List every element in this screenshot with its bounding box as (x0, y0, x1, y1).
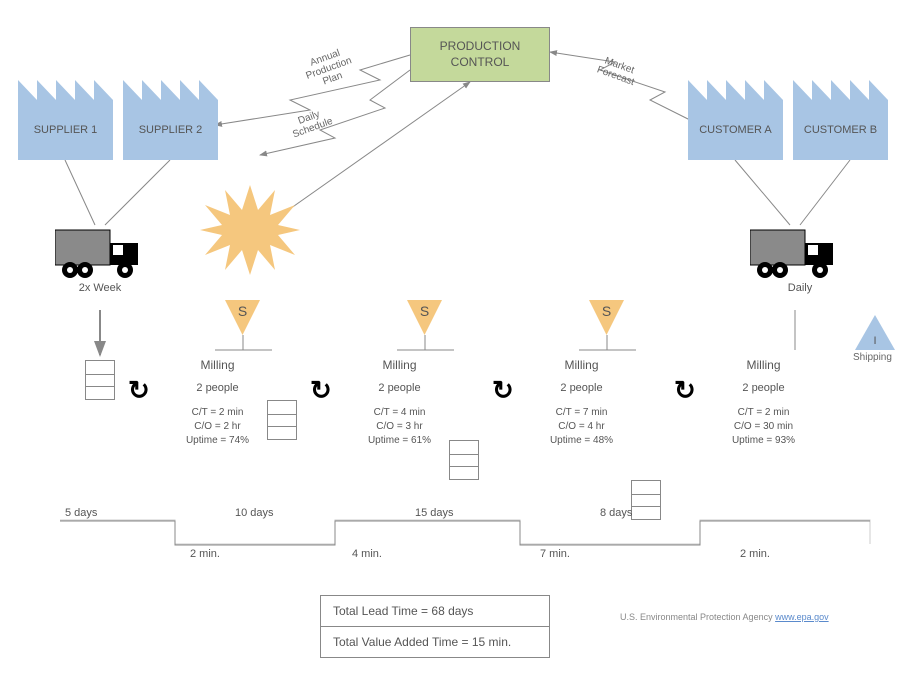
kaizen-burst-icon (200, 180, 280, 260)
process-3: Milling 2 people C/T = 7 min C/O = 4 hr … (534, 358, 629, 448)
customer-ship-freq: Daily (780, 282, 820, 294)
process-1-people: 2 people (170, 382, 265, 394)
supplier-2: SUPPLIER 2 (123, 80, 218, 160)
cycle-icon-4: ↻ (674, 375, 696, 406)
supplier-1: SUPPLIER 1 (18, 80, 113, 160)
customer-a-label: CUSTOMER A (699, 124, 772, 136)
process-2-people: 2 people (352, 382, 447, 394)
process-1-ct: C/T = 2 min (170, 406, 265, 420)
process-2-co: C/O = 3 hr (352, 420, 447, 434)
lead-time-3: 15 days (415, 507, 454, 519)
process-3-ct: C/T = 7 min (534, 406, 629, 420)
va-time-4: 2 min. (740, 548, 770, 560)
epa-text: U.S. Environmental Protection Agency (620, 612, 775, 622)
total-va-time: Total Value Added Time = 15 min. (321, 627, 549, 657)
cycle-icon-3: ↻ (492, 375, 514, 406)
process-4: Milling 2 people C/T = 2 min C/O = 30 mi… (716, 358, 811, 448)
shipping-triangle: I (855, 315, 895, 350)
epa-credit: U.S. Environmental Protection Agency www… (620, 612, 829, 622)
process-4-ct: C/T = 2 min (716, 406, 811, 420)
process-1-name: Milling (170, 358, 265, 372)
total-lead-time: Total Lead Time = 68 days (321, 596, 549, 627)
inventory-box-4 (631, 480, 661, 520)
cycle-icon-1: ↻ (128, 375, 150, 406)
shipping-label: Shipping (853, 352, 892, 363)
lead-time-1: 5 days (65, 507, 97, 519)
supplier-1-label: SUPPLIER 1 (34, 124, 98, 136)
lead-time-2: 10 days (235, 507, 274, 519)
customer-truck-icon (750, 225, 840, 285)
cycle-icon-2: ↻ (310, 375, 332, 406)
process-1: Milling 2 people C/T = 2 min C/O = 2 hr … (170, 358, 265, 448)
supplier-truck-icon (55, 225, 145, 285)
inventory-box-3 (449, 440, 479, 480)
inventory-box-2 (267, 400, 297, 440)
customer-a: CUSTOMER A (688, 80, 783, 160)
info-daily-schedule: DailySchedule (287, 106, 334, 141)
process-2: Milling 2 people C/T = 4 min C/O = 3 hr … (352, 358, 447, 448)
info-market-forecast: MarketForecast (595, 54, 639, 88)
process-3-name: Milling (534, 358, 629, 372)
process-2-ct: C/T = 4 min (352, 406, 447, 420)
info-annual-plan: AnnualProductionPlan (301, 45, 357, 92)
supplier-2-label: SUPPLIER 2 (139, 124, 203, 136)
lead-time-4: 8 days (600, 507, 632, 519)
process-3-people: 2 people (534, 382, 629, 394)
process-2-name: Milling (352, 358, 447, 372)
epa-link[interactable]: www.epa.gov (775, 612, 829, 622)
process-1-uptime: Uptime = 74% (170, 434, 265, 448)
shipping-tri-label: I (873, 335, 876, 347)
va-time-1: 2 min. (190, 548, 220, 560)
supermarket-1: S (225, 300, 260, 335)
customer-b-label: CUSTOMER B (804, 124, 877, 136)
process-2-uptime: Uptime = 61% (352, 434, 447, 448)
supermarket-3: S (589, 300, 624, 335)
process-4-people: 2 people (716, 382, 811, 394)
production-control-label: PRODUCTIONCONTROL (440, 39, 521, 70)
production-control-box: PRODUCTIONCONTROL (410, 27, 550, 82)
supplier-ship-freq: 2x Week (75, 282, 125, 294)
process-3-co: C/O = 4 hr (534, 420, 629, 434)
va-time-3: 7 min. (540, 548, 570, 560)
va-time-2: 4 min. (352, 548, 382, 560)
totals-box: Total Lead Time = 68 days Total Value Ad… (320, 595, 550, 658)
inventory-box-1 (85, 360, 115, 400)
supermarket-2: S (407, 300, 442, 335)
process-4-co: C/O = 30 min (716, 420, 811, 434)
process-3-uptime: Uptime = 48% (534, 434, 629, 448)
customer-b: CUSTOMER B (793, 80, 888, 160)
process-4-uptime: Uptime = 93% (716, 434, 811, 448)
process-1-co: C/O = 2 hr (170, 420, 265, 434)
process-4-name: Milling (716, 358, 811, 372)
